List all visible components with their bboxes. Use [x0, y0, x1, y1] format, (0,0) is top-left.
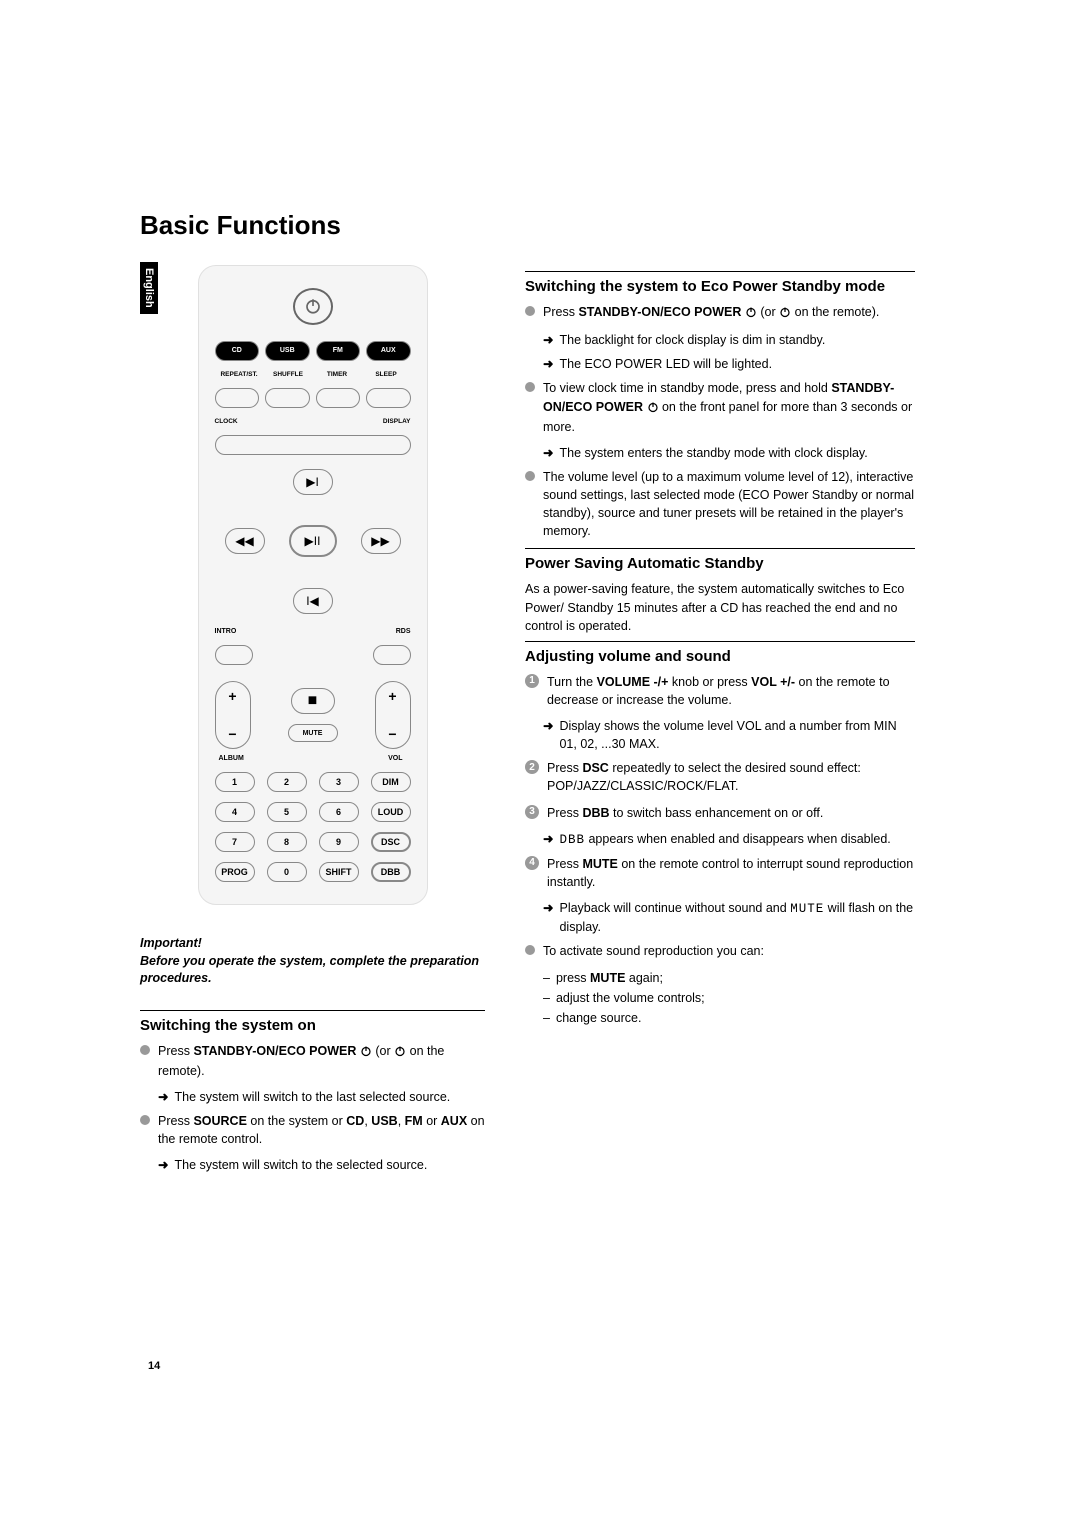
power-icon	[647, 400, 659, 418]
page-title: Basic Functions	[140, 210, 940, 245]
remote-illustration: CD USB FM AUX REPEAT/ST.SHUFFLETIMERSLEE…	[198, 265, 428, 905]
body-text: Press STANDBY-ON/ECO POWER (or on the re…	[158, 1042, 485, 1080]
bullet-icon	[525, 382, 535, 392]
remote-rds	[373, 645, 411, 665]
power-icon	[394, 1044, 406, 1062]
body-text: Press DSC repeatedly to select the desir…	[547, 759, 915, 795]
body-text: To view clock time in standby mode, pres…	[543, 379, 915, 435]
heading-adjust-volume: Adjusting volume and sound	[525, 641, 915, 665]
remote-timer	[316, 388, 361, 408]
remote-aux: AUX	[366, 341, 411, 361]
remote-fm: FM	[316, 341, 361, 361]
body-text: Press SOURCE on the system or CD, USB, F…	[158, 1112, 485, 1148]
step-1-icon: 1	[525, 674, 539, 688]
page-number: 14	[148, 1360, 160, 1372]
body-text: Turn the VOLUME -/+ knob or press VOL +/…	[547, 673, 915, 709]
body-text: Press MUTE on the remote control to inte…	[547, 855, 915, 891]
power-icon	[293, 288, 333, 325]
heading-eco-standby: Switching the system to Eco Power Standb…	[525, 271, 915, 295]
power-icon	[360, 1044, 372, 1062]
body-text: The volume level (up to a maximum volume…	[543, 468, 915, 541]
remote-usb: USB	[265, 341, 310, 361]
step-2-icon: 2	[525, 760, 539, 774]
body-text: Press DBB to switch bass enhancement on …	[547, 804, 915, 822]
sublist: –press MUTE again; –adjust the volume co…	[543, 968, 915, 1028]
step-3-icon: 3	[525, 805, 539, 819]
bullet-icon	[525, 945, 535, 955]
remote-mute: MUTE	[288, 724, 338, 742]
remote-cd: CD	[215, 341, 260, 361]
remote-intro	[215, 645, 253, 665]
bullet-icon	[140, 1115, 150, 1125]
remote-row2-labels: REPEAT/ST.SHUFFLETIMERSLEEP	[215, 371, 411, 378]
remote-sleep	[366, 388, 411, 408]
power-icon	[745, 305, 757, 323]
body-text: As a power-saving feature, the system au…	[525, 580, 915, 634]
body-text: To activate sound reproduction you can:	[543, 942, 915, 960]
remote-repeat	[215, 388, 260, 408]
bullet-icon	[140, 1045, 150, 1055]
heading-power-saving: Power Saving Automatic Standby	[525, 548, 915, 572]
body-text: Press STANDBY-ON/ECO POWER (or on the re…	[543, 303, 915, 323]
language-tab: English	[140, 262, 158, 314]
remote-stop: ■	[291, 688, 335, 714]
remote-dpad: ▶I ◀◀ ▶II ▶▶ I◀	[215, 469, 411, 614]
bullet-icon	[525, 471, 535, 481]
step-4-icon: 4	[525, 856, 539, 870]
remote-clock-display	[215, 435, 411, 455]
remote-vol: +−	[375, 681, 411, 749]
remote-album: +−	[215, 681, 251, 749]
remote-shuffle	[265, 388, 310, 408]
heading-switch-on: Switching the system on	[140, 1010, 485, 1034]
power-icon	[779, 305, 791, 323]
bullet-icon	[525, 306, 535, 316]
important-note: Important! Before you operate the system…	[140, 935, 485, 988]
